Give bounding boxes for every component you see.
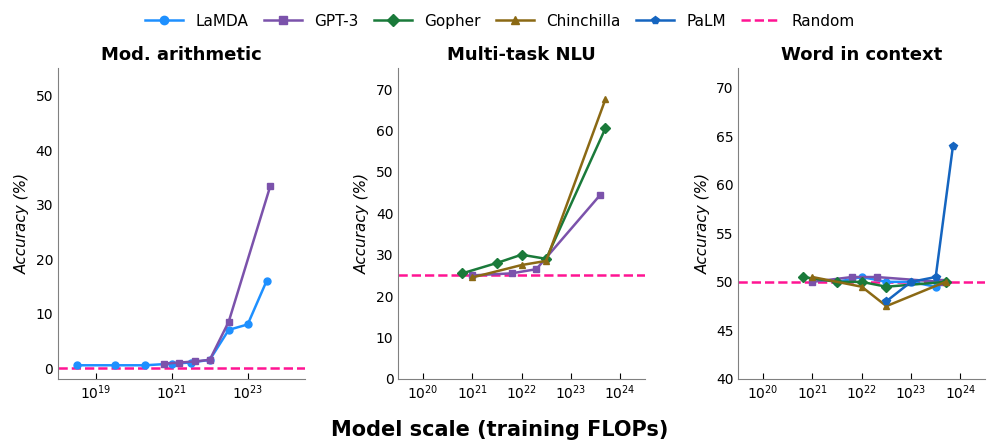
Title: Mod. arithmetic: Mod. arithmetic — [101, 46, 262, 64]
Title: Multi-task NLU: Multi-task NLU — [447, 46, 596, 64]
Text: Model scale (training FLOPs): Model scale (training FLOPs) — [331, 420, 669, 440]
Title: Word in context: Word in context — [781, 46, 942, 64]
Y-axis label: Accuracy (%): Accuracy (%) — [695, 173, 710, 274]
Y-axis label: Accuracy (%): Accuracy (%) — [15, 173, 30, 274]
Y-axis label: Accuracy (%): Accuracy (%) — [355, 173, 370, 274]
Legend: LaMDA, GPT-3, Gopher, Chinchilla, PaLM, Random: LaMDA, GPT-3, Gopher, Chinchilla, PaLM, … — [139, 8, 861, 35]
